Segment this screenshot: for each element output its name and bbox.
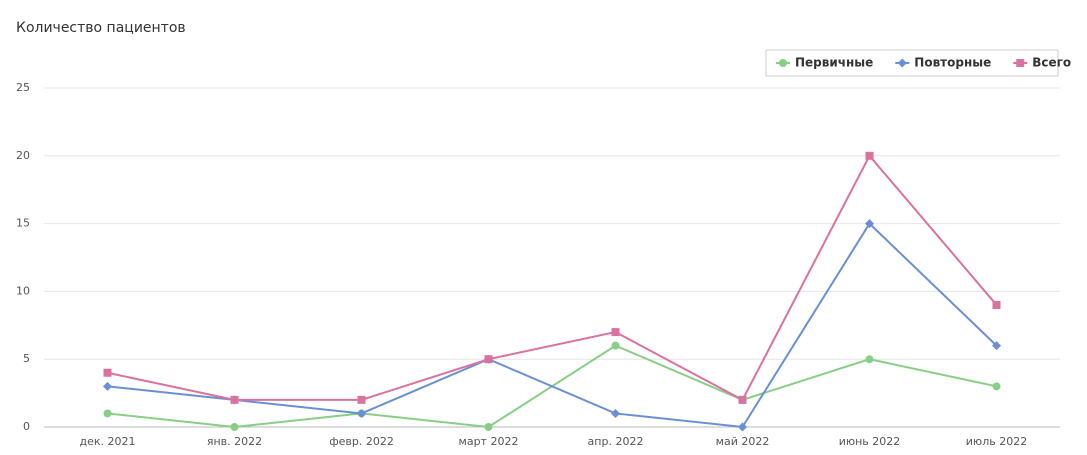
data-point <box>484 355 493 364</box>
series-line <box>107 222 998 429</box>
data-point <box>992 341 1001 351</box>
data-point <box>992 300 1001 309</box>
data-point <box>865 219 874 229</box>
legend-marker <box>779 59 787 67</box>
data-point <box>103 368 112 377</box>
x-tick-label: март 2022 <box>459 435 519 448</box>
data-point <box>103 409 112 418</box>
x-tick-label: июль 2022 <box>966 435 1027 448</box>
series-line <box>107 154 998 402</box>
y-tick-label: 25 <box>16 81 30 94</box>
y-tick-label: 20 <box>16 149 30 162</box>
data-point <box>357 408 366 418</box>
data-point <box>738 395 747 404</box>
data-point <box>103 381 112 391</box>
x-tick-label: февр. 2022 <box>329 435 394 448</box>
chart-title: Количество пациентов <box>16 20 186 36</box>
data-point <box>611 341 620 350</box>
x-tick-label: янв. 2022 <box>207 435 262 448</box>
y-tick-label: 15 <box>16 217 30 230</box>
data-point <box>865 151 874 160</box>
data-point <box>230 395 239 404</box>
x-tick-label: апр. 2022 <box>588 435 644 448</box>
data-point <box>865 355 874 364</box>
y-tick-label: 10 <box>16 284 30 297</box>
y-tick-label: 5 <box>23 352 30 365</box>
y-tick-label: 0 <box>23 420 30 433</box>
x-tick-label: июнь 2022 <box>839 435 901 448</box>
data-point <box>357 395 366 404</box>
legend-marker <box>897 58 907 68</box>
x-tick-label: май 2022 <box>716 435 770 448</box>
data-point <box>611 408 620 418</box>
data-point <box>611 328 620 337</box>
legend-label[interactable]: Первичные <box>795 56 873 70</box>
legend-marker <box>1016 59 1025 67</box>
x-tick-label: дек. 2021 <box>79 435 135 448</box>
data-point <box>738 422 747 432</box>
legend-label[interactable]: Всего <box>1032 56 1071 70</box>
data-point <box>484 423 493 431</box>
legend-box <box>765 49 1059 77</box>
legend-label[interactable]: Повторные <box>914 56 991 70</box>
data-point <box>992 382 1001 391</box>
data-point <box>230 423 239 431</box>
